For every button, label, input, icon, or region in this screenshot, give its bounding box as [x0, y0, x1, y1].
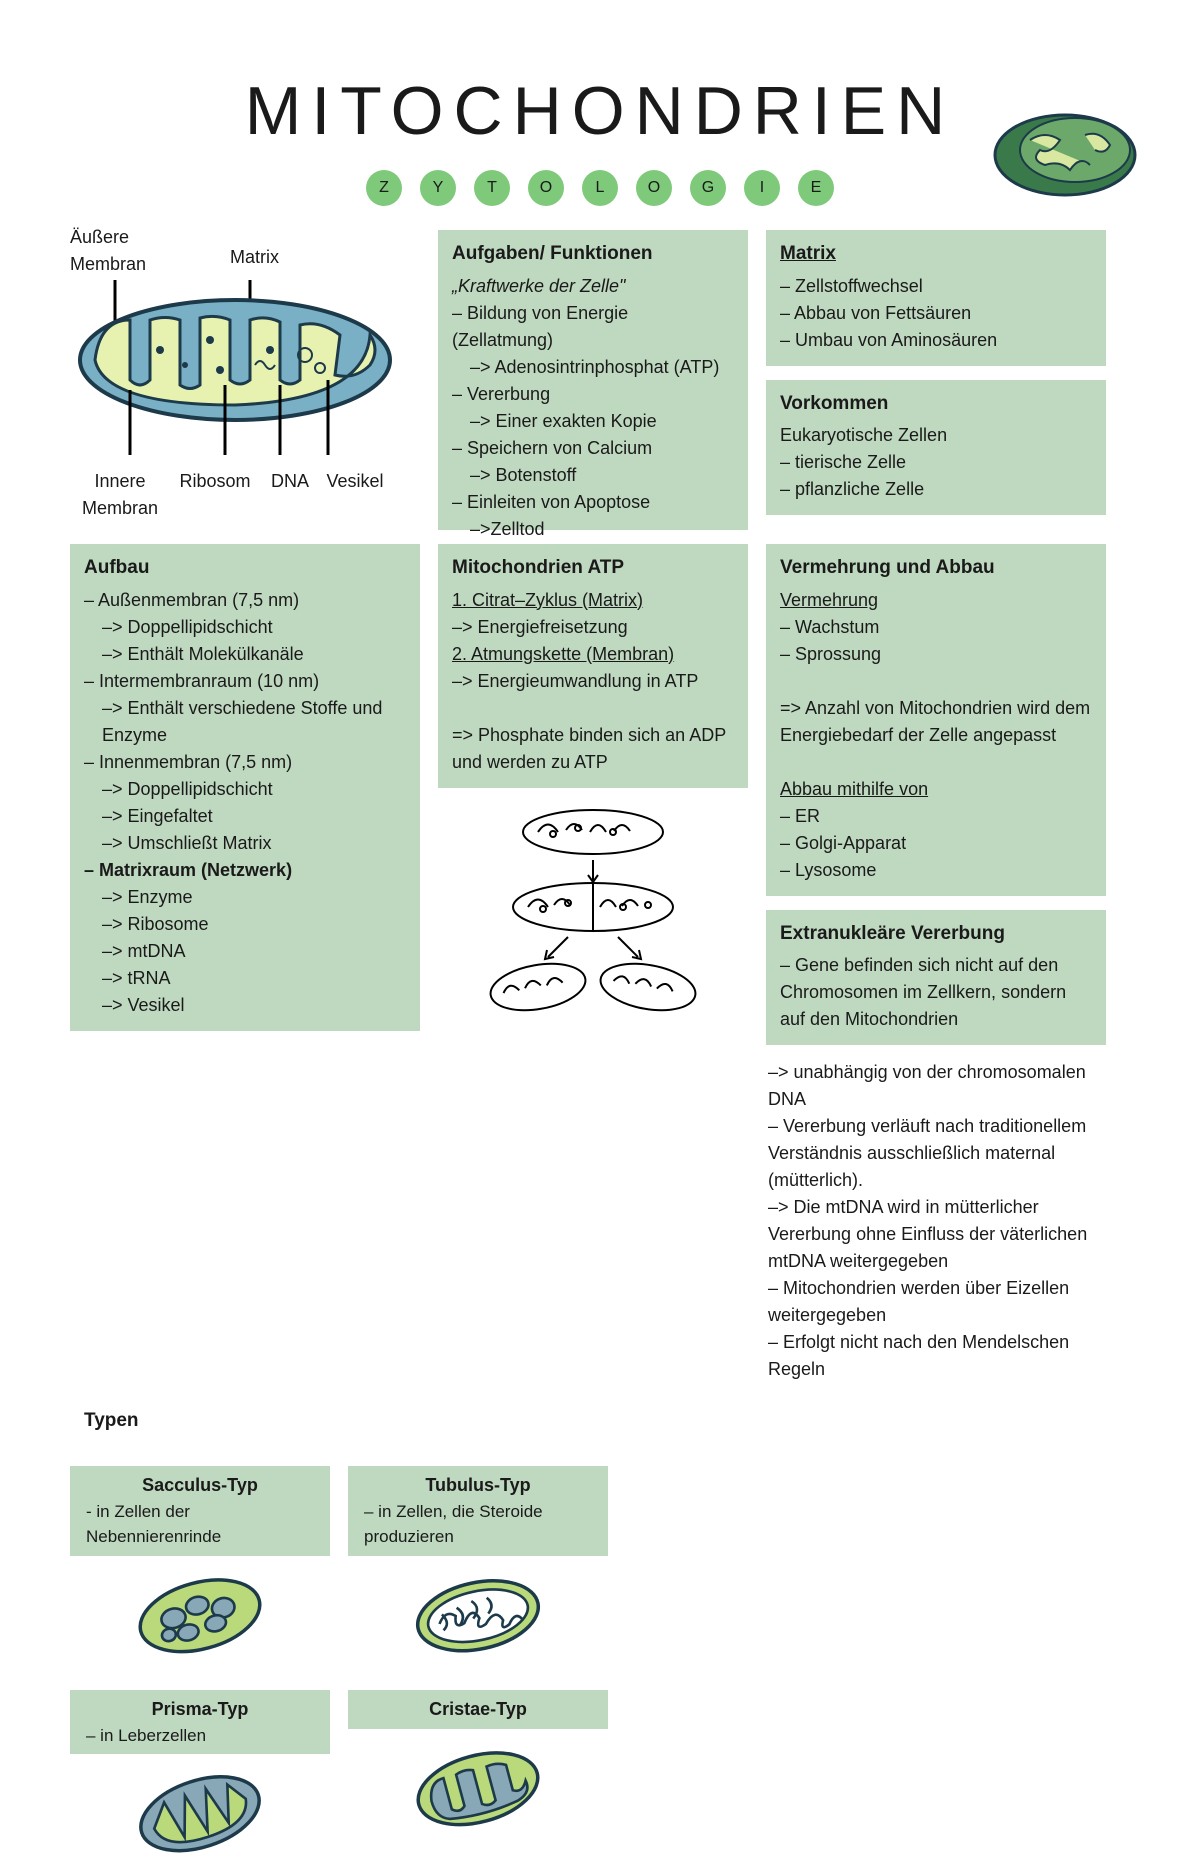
box-line: –> Eingefaltet	[84, 803, 406, 830]
box-line: –> Energiefreisetzung	[452, 614, 734, 641]
subtitle-pill: G	[690, 170, 726, 206]
type-card: Tubulus-Typ– in Zellen, die Steroide pro…	[348, 1466, 608, 1676]
subtitle-pill: T	[474, 170, 510, 206]
box-line: –> mtDNA	[84, 938, 406, 965]
box-line: –> Ribosome	[84, 911, 406, 938]
box-line: –> Adenosintrinphosphat (ATP)	[452, 354, 734, 381]
box-atp: Mitochondrien ATP 1. Citrat–Zyklus (Matri…	[438, 544, 748, 788]
box-line: – Golgi-Apparat	[780, 830, 1092, 857]
box-line: – Vererbung verläuft nach traditionellem…	[768, 1113, 1106, 1194]
box-line: – Abbau von Fettsäuren	[780, 300, 1092, 327]
box-line: – Gene befinden sich nicht auf den Chrom…	[780, 952, 1092, 1033]
box-typen-label: Typen	[70, 1397, 420, 1452]
box-title: Aufgaben/ Funktionen	[452, 240, 734, 269]
box-line: – pflanzliche Zelle	[780, 476, 1092, 503]
box-line: – Mitochondrien werden über Eizellen wei…	[768, 1275, 1106, 1329]
box-vorkommen: Vorkommen Eukaryotische Zellen– tierische…	[766, 380, 1106, 516]
subtitle-pill: O	[528, 170, 564, 206]
box-title: Extranukleäre Vererbung	[780, 920, 1092, 949]
box-line	[780, 668, 1092, 695]
type-card: Cristae-Typ	[348, 1690, 608, 1874]
box-title: Mitochondrien ATP	[452, 554, 734, 583]
box-line: – Einleiten von Apoptose	[452, 489, 734, 516]
type-card: Sacculus-Typ- in Zellen der Nebennierenr…	[70, 1466, 330, 1676]
box-line: –> Botenstoff	[452, 462, 734, 489]
label-outer-membrane: Äußere Membran	[70, 224, 146, 278]
box-line: – Intermembranraum (10 nm)	[84, 668, 406, 695]
box-matrix: Matrix – Zellstoffwechsel– Abbau von Fett…	[766, 230, 1106, 366]
box-line: – Umbau von Aminosäuren	[780, 327, 1092, 354]
subtitle-pill: I	[744, 170, 780, 206]
subtitle-pill: Z	[366, 170, 402, 206]
box-line: –> Vesikel	[84, 992, 406, 1019]
type-header: Prisma-Typ– in Leberzellen	[70, 1690, 330, 1755]
box-line: Eukaryotische Zellen	[780, 422, 1092, 449]
box-line: –> Die mtDNA wird in mütterlicher Vererb…	[768, 1194, 1106, 1275]
box-extra: Extranukleäre Vererbung – Gene befinden s…	[766, 910, 1106, 1046]
page-title: MITOCHONDRIEN	[70, 60, 1130, 162]
box-line: – tierische Zelle	[780, 449, 1092, 476]
type-header: Cristae-Typ	[348, 1690, 608, 1729]
box-line: Vermehrung	[780, 587, 1092, 614]
box-line: –> Einer exakten Kopie	[452, 408, 734, 435]
type-illustration	[348, 1729, 608, 1849]
box-title: Aufbau	[84, 554, 406, 583]
subtitle-pills: ZYTOLOGIE	[70, 170, 1130, 206]
box-line: => Anzahl von Mitochondrien wird dem Ene…	[780, 695, 1092, 749]
type-illustration	[70, 1754, 330, 1874]
box-line: –> Doppellipidschicht	[84, 776, 406, 803]
box-line: Abbau mithilfe von	[780, 776, 1092, 803]
box-aufgaben: Aufgaben/ Funktionen „Kraftwerke der Zell…	[438, 230, 748, 530]
box-line: –>Zelltod	[452, 516, 734, 543]
subtitle-pill: Y	[420, 170, 456, 206]
box-line: –> Enthält Molekülkanäle	[84, 641, 406, 668]
box-line: – Wachstum	[780, 614, 1092, 641]
subtitle-pill: L	[582, 170, 618, 206]
box-line: 1. Citrat–Zyklus (Matrix)	[452, 587, 734, 614]
type-header: Tubulus-Typ– in Zellen, die Steroide pro…	[348, 1466, 608, 1556]
type-header: Sacculus-Typ- in Zellen der Nebennierenr…	[70, 1466, 330, 1556]
box-line	[452, 695, 734, 722]
box-line: –> Doppellipidschicht	[84, 614, 406, 641]
box-title: Matrix	[780, 240, 1092, 269]
box-line: – Vererbung	[452, 381, 734, 408]
box-line: – Innenmembran (7,5 nm)	[84, 749, 406, 776]
mito-diagram: Äußere Membran Matrix Innere	[70, 230, 420, 530]
type-card: Prisma-Typ– in Leberzellen	[70, 1690, 330, 1874]
label-matrix: Matrix	[230, 244, 279, 271]
diagram-bottom-labels: Innere Membran Ribosom DNA Vesikel	[70, 468, 390, 522]
box-line: – Speichern von Calcium	[452, 435, 734, 462]
box-line: 2. Atmungskette (Membran)	[452, 641, 734, 668]
subtitle-pill: E	[798, 170, 834, 206]
box-line: – Außenmembran (7,5 nm)	[84, 587, 406, 614]
box-line: – Lysosome	[780, 857, 1092, 884]
subtitle-pill: O	[636, 170, 672, 206]
box-line: – Erfolgt nicht nach den Mendelschen Reg…	[768, 1329, 1106, 1383]
box-line: –> Enzyme	[84, 884, 406, 911]
box-title: Vorkommen	[780, 390, 1092, 419]
box-aufbau: Aufbau– Außenmembran (7,5 nm)–> Doppelli…	[70, 544, 420, 1031]
type-illustration	[348, 1556, 608, 1676]
box-title: Vermehrung und Abbau	[780, 554, 1092, 583]
box-line: „Kraftwerke der Zelle"	[452, 273, 734, 300]
box-line: – Matrixraum (Netzwerk)	[84, 857, 406, 884]
box-extra-plain: –> unabhängig von der chromosomalen DNA–…	[766, 1059, 1106, 1383]
box-line: –> Enthält verschiedene Stoffe und Enzym…	[84, 695, 406, 749]
box-line: –> tRNA	[84, 965, 406, 992]
type-illustration	[70, 1556, 330, 1676]
box-line: – Bildung von Energie (Zellatmung)	[452, 300, 734, 354]
division-diagram	[438, 802, 748, 1022]
box-line	[780, 749, 1092, 776]
box-line: – Zellstoffwechsel	[780, 273, 1092, 300]
box-vermehrung: Vermehrung und Abbau Vermehrung– Wachstum…	[766, 544, 1106, 896]
box-line: – ER	[780, 803, 1092, 830]
box-line: – Sprossung	[780, 641, 1092, 668]
corner-mito-icon	[990, 100, 1140, 200]
box-line: –> unabhängig von der chromosomalen DNA	[768, 1059, 1106, 1113]
box-line: => Phosphate binden sich an ADP und werd…	[452, 722, 734, 776]
box-line: –> Umschließt Matrix	[84, 830, 406, 857]
box-line: –> Energieumwandlung in ATP	[452, 668, 734, 695]
